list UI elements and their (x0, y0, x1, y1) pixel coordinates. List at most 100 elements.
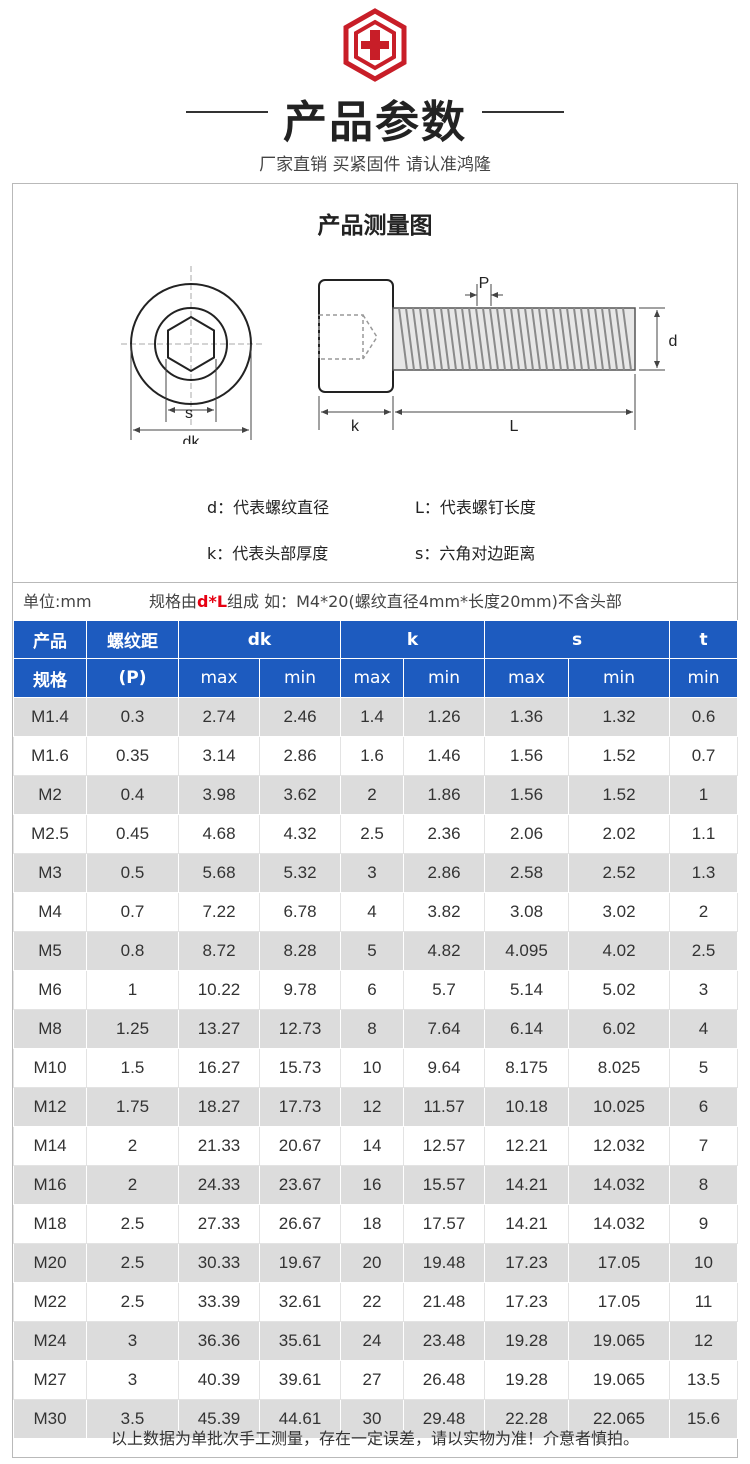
cell-s-min: 6.02 (568, 1009, 671, 1049)
cell-s-min: 17.05 (568, 1282, 671, 1322)
table-row: M12 1.75 18.27 17.73 12 11.57 10.18 10.025 6 (13, 1087, 739, 1127)
cell-s-max: 1.56 (484, 736, 570, 776)
cell-dk-max: 2.74 (178, 697, 260, 737)
cell-pitch: 0.4 (86, 775, 179, 815)
cell-t-min: 1.3 (669, 853, 739, 893)
cell-t-min: 11 (669, 1282, 739, 1322)
cell-s-max: 2.06 (484, 814, 570, 854)
cell-k-min: 4.82 (403, 931, 486, 971)
cell-s-min: 14.032 (568, 1165, 671, 1205)
cell-k-max: 14 (340, 1126, 405, 1166)
cell-s-min: 19.065 (568, 1321, 671, 1361)
spec-rule-suffix: 组成 如：M4*20(螺纹直径4mm*长度20mm)不含头部 (227, 592, 622, 611)
cell-dk-max: 33.39 (178, 1282, 260, 1322)
cell-t-min: 0.7 (669, 736, 739, 776)
cell-dk-min: 32.61 (258, 1282, 342, 1322)
cell-t-min: 2.5 (669, 931, 739, 971)
brand-logo-icon (343, 8, 407, 82)
table-row: M3 0.5 5.68 5.32 3 2.86 2.58 2.52 1.3 (13, 853, 739, 893)
cell-dk-min: 6.78 (258, 892, 342, 932)
header-spec-bottom: 规格 (13, 658, 87, 698)
cell-t-min: 4 (669, 1009, 739, 1049)
cell-s-max: 1.36 (484, 697, 570, 737)
cell-dk-min: 8.28 (258, 931, 342, 971)
cell-s-max: 17.23 (484, 1282, 570, 1322)
table-row: M4 0.7 7.22 6.78 4 3.82 3.08 3.02 2 (13, 892, 739, 932)
cell-k-max: 24 (340, 1321, 405, 1361)
cell-pitch: 2.5 (86, 1204, 179, 1244)
cell-spec: M30 (13, 1399, 87, 1439)
cell-t-min: 5 (669, 1048, 739, 1088)
cell-s-min: 1.52 (568, 775, 671, 815)
cell-dk-max: 21.33 (178, 1126, 260, 1166)
cell-dk-min: 19.67 (258, 1243, 342, 1283)
cell-dk-max: 10.22 (178, 970, 260, 1010)
cell-dk-min: 44.61 (258, 1399, 342, 1439)
cell-k-min: 19.48 (403, 1243, 486, 1283)
page-title: 产品参数 (283, 97, 467, 148)
cell-s-min: 10.025 (568, 1087, 671, 1127)
cell-dk-min: 39.61 (258, 1360, 342, 1400)
header-dk-max: max (178, 658, 260, 698)
cell-k-max: 10 (340, 1048, 405, 1088)
cell-k-max: 2.5 (340, 814, 405, 854)
table-row: M8 1.25 13.27 12.73 8 7.64 6.14 6.02 4 (13, 1009, 739, 1049)
table-row: M20 2.5 30.33 19.67 20 19.48 17.23 17.05 10 (13, 1243, 739, 1283)
cell-dk-max: 3.98 (178, 775, 260, 815)
header-k: k (340, 620, 486, 659)
cell-s-max: 10.18 (484, 1087, 570, 1127)
cell-spec: M27 (13, 1360, 87, 1400)
cell-t-min: 9 (669, 1204, 739, 1244)
cell-spec: M14 (13, 1126, 87, 1166)
cell-k-max: 16 (340, 1165, 405, 1205)
cell-dk-max: 16.27 (178, 1048, 260, 1088)
table-row: M1.6 0.35 3.14 2.86 1.6 1.46 1.56 1.52 0.7 (13, 736, 739, 776)
cell-s-max: 17.23 (484, 1243, 570, 1283)
cell-dk-min: 9.78 (258, 970, 342, 1010)
cell-s-max: 2.58 (484, 853, 570, 893)
table-row: M10 1.5 16.27 15.73 10 9.64 8.175 8.025 5 (13, 1048, 739, 1088)
header-t: t (669, 620, 739, 659)
cell-pitch: 0.45 (86, 814, 179, 854)
cell-dk-max: 36.36 (178, 1321, 260, 1361)
header-s-max: max (484, 658, 570, 698)
header-divider-right (482, 111, 564, 113)
cell-k-min: 23.48 (403, 1321, 486, 1361)
table-row: M30 3.5 45.39 44.61 30 29.48 22.28 22.065 15.6 (13, 1399, 739, 1439)
cell-pitch: 2.5 (86, 1243, 179, 1283)
cell-pitch: 1.75 (86, 1087, 179, 1127)
cell-dk-min: 15.73 (258, 1048, 342, 1088)
cell-dk-min: 4.32 (258, 814, 342, 854)
cell-k-max: 3 (340, 853, 405, 893)
cell-dk-max: 24.33 (178, 1165, 260, 1205)
cell-spec: M5 (13, 931, 87, 971)
cell-spec: M12 (13, 1087, 87, 1127)
cell-t-min: 7 (669, 1126, 739, 1166)
cell-dk-min: 12.73 (258, 1009, 342, 1049)
cell-k-min: 1.46 (403, 736, 486, 776)
cell-k-min: 5.7 (403, 970, 486, 1010)
cell-t-min: 15.6 (669, 1399, 739, 1439)
cell-pitch: 2 (86, 1165, 179, 1205)
cell-pitch: 2.5 (86, 1282, 179, 1322)
table-row: M5 0.8 8.72 8.28 5 4.82 4.095 4.02 2.5 (13, 931, 739, 971)
cell-pitch: 1.25 (86, 1009, 179, 1049)
cell-dk-max: 40.39 (178, 1360, 260, 1400)
spec-rule: 规格由d*L组成 如：M4*20(螺纹直径4mm*长度20mm)不含头部 (149, 583, 622, 621)
cell-k-min: 21.48 (403, 1282, 486, 1322)
table-row: M27 3 40.39 39.61 27 26.48 19.28 19.065 13.5 (13, 1360, 739, 1400)
bolt-head-top-view (121, 266, 265, 440)
table-row: M1.4 0.3 2.74 2.46 1.4 1.26 1.36 1.32 0.6 (13, 697, 739, 737)
cell-k-min: 2.86 (403, 853, 486, 893)
cell-k-max: 22 (340, 1282, 405, 1322)
cell-k-max: 5 (340, 931, 405, 971)
cell-s-max: 4.095 (484, 931, 570, 971)
cell-spec: M4 (13, 892, 87, 932)
label-P: P (479, 275, 490, 292)
cell-spec: M8 (13, 1009, 87, 1049)
cell-s-min: 2.52 (568, 853, 671, 893)
cell-s-max: 19.28 (484, 1321, 570, 1361)
cell-k-min: 1.86 (403, 775, 486, 815)
cell-t-min: 0.6 (669, 697, 739, 737)
cell-dk-min: 35.61 (258, 1321, 342, 1361)
